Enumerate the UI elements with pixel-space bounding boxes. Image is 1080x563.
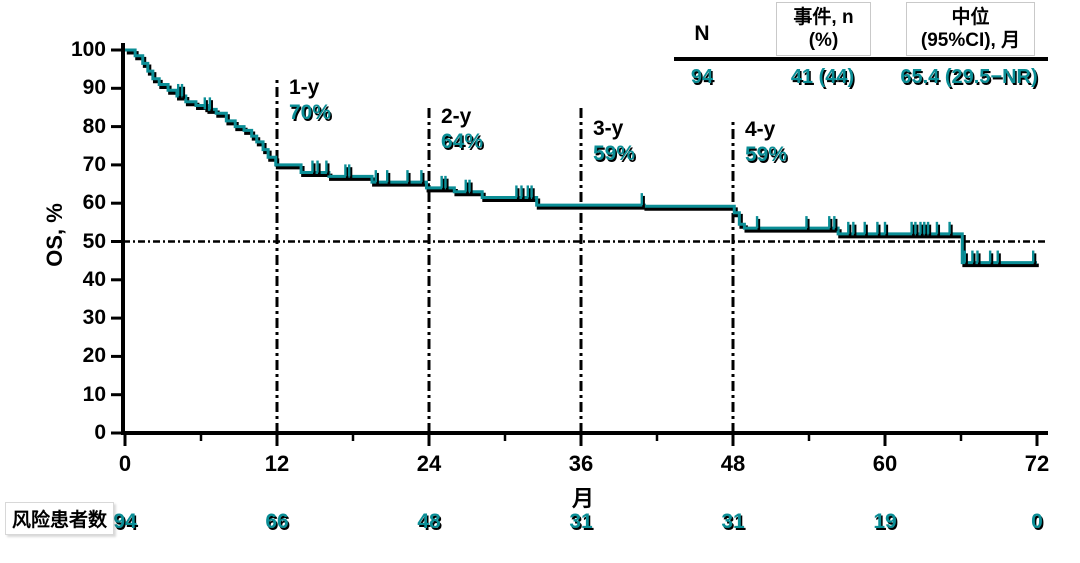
y-tick-label: 60: [82, 191, 106, 215]
annotation-4y: 4-y 59%: [745, 118, 787, 166]
x-tick-label: 12: [264, 451, 290, 476]
annotation-1y: 1-y 70%: [289, 76, 331, 124]
annotation-4y-label: 4-y: [745, 118, 776, 141]
annotation-2y-label: 2-y: [441, 105, 472, 128]
risk-count: 94: [113, 510, 137, 533]
y-tick-label: 90: [82, 76, 106, 100]
summary-events-value: 41 (44): [790, 66, 855, 88]
annotation-2y-value: 64%: [441, 130, 484, 153]
x-tick-label: 72: [1024, 451, 1050, 476]
summary-events-header-line2: (%): [808, 30, 839, 51]
risk-count: 0: [1031, 510, 1043, 533]
risk-count: 31: [721, 510, 745, 533]
y-tick-label: 0: [94, 421, 106, 444]
risk-label: 风险患者数: [11, 510, 107, 531]
risk-count: 19: [873, 510, 897, 533]
risk-count: 66: [265, 510, 289, 533]
y-tick-label: 80: [82, 114, 106, 138]
y-tick-label: 20: [82, 344, 106, 368]
summary-header-rule: [674, 57, 1048, 61]
summary-median-value: 65.4 (29.5−NR): [900, 66, 1038, 88]
annotation-1y-value: 70%: [289, 101, 332, 124]
summary-n-value: 94: [690, 66, 714, 88]
x-tick-label: 24: [416, 451, 442, 476]
annotation-2y: 2-y 64%: [441, 105, 483, 153]
survival-curve: [125, 48, 1037, 265]
summary-median-header: 中位 (95%CI), 月: [906, 2, 1035, 56]
summary-events-header-line1: 事件, n: [793, 7, 854, 28]
risk-count: 31: [569, 510, 593, 533]
y-tick-label: 50: [82, 229, 106, 253]
x-axis-title: 月: [571, 486, 594, 511]
risk-count: 48: [417, 510, 441, 533]
risk-label-box: 风险患者数: [5, 502, 114, 535]
annotation-4y-value: 59%: [745, 143, 788, 166]
annotation-3y-label: 3-y: [593, 117, 624, 140]
annotation-3y: 3-y 59%: [593, 117, 635, 165]
x-tick-label: 60: [872, 451, 898, 476]
y-tick-label: 40: [82, 267, 106, 291]
y-tick-label: 10: [82, 382, 106, 406]
summary-median-header-line2: (95%CI), 月: [920, 30, 1021, 51]
summary-median-header-line1: 中位: [951, 7, 990, 28]
summary-n-header: N: [694, 22, 710, 45]
annotation-1y-label: 1-y: [289, 76, 320, 99]
annotation-3y-value: 59%: [593, 142, 636, 165]
summary-events-header: 事件, n (%): [776, 2, 871, 56]
y-tick-label: 70: [82, 152, 106, 176]
y-tick-label: 30: [82, 306, 106, 330]
y-tick-label: 100: [70, 38, 106, 61]
x-tick-label: 48: [720, 451, 746, 476]
x-tick-label: 36: [568, 451, 594, 476]
x-tick-label: 0: [118, 451, 132, 476]
